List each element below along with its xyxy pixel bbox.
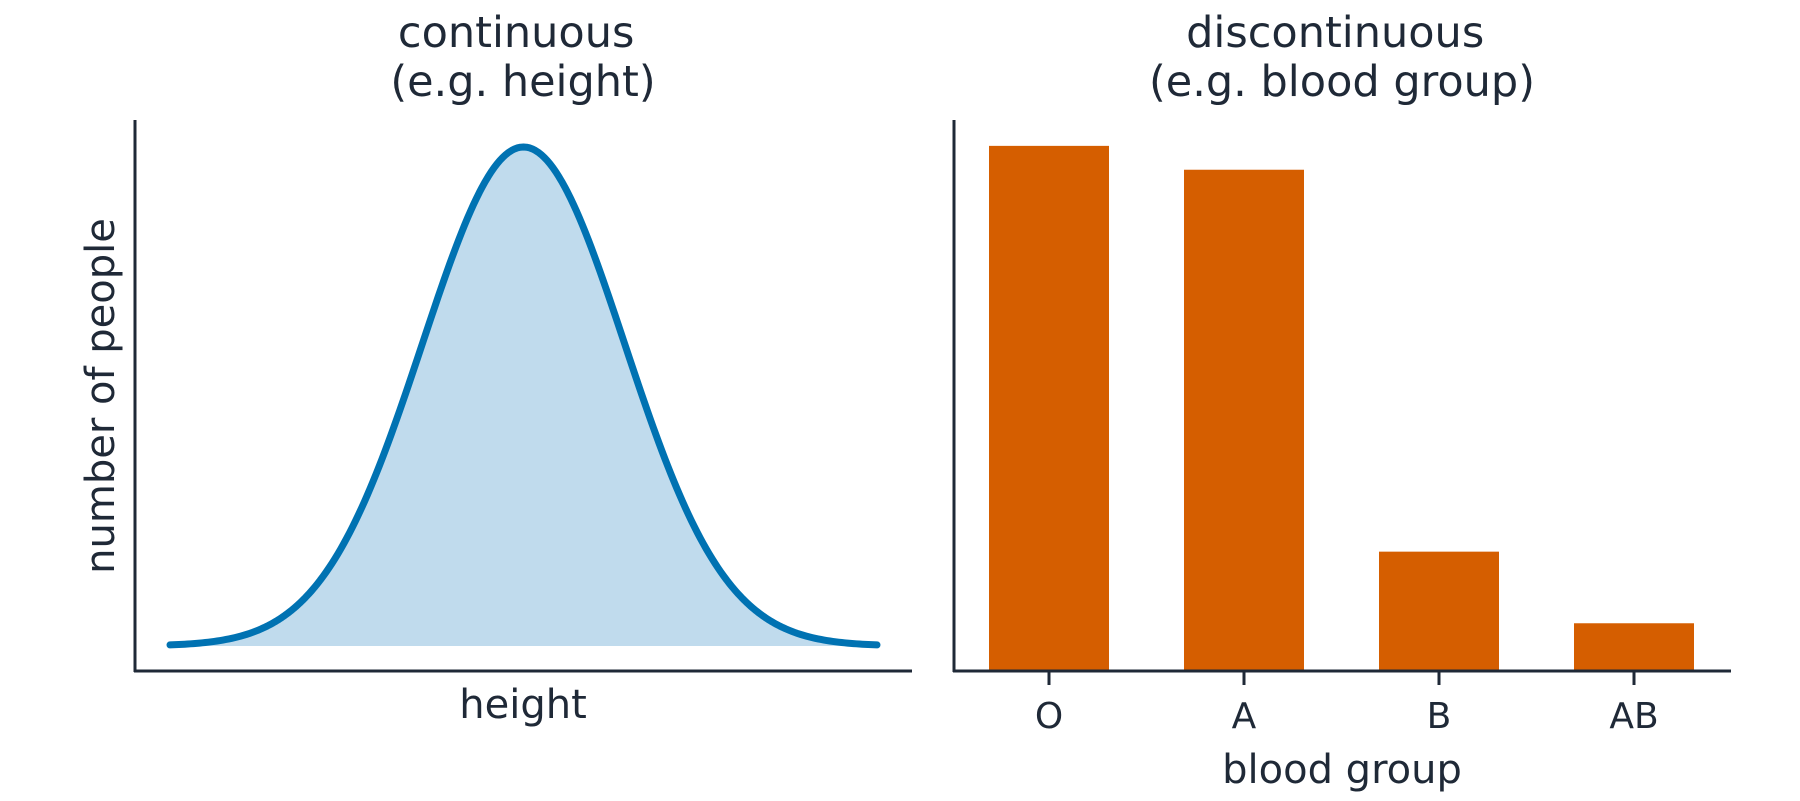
bar-series [989,145,1694,671]
distribution-fill [170,147,877,646]
continuous-x-axis-label: height [459,682,587,728]
discontinuous-x-axis-label: blood group [1222,747,1462,793]
bar-a [1184,169,1304,671]
continuous-title: continuous (e.g. height) [390,8,655,107]
discontinuous-panel: discontinuous (e.g. blood group) O A B AB b… [952,8,1731,793]
continuous-title-line-1: continuous [398,8,634,58]
continuous-title-line-2: (e.g. height) [390,57,655,107]
bar-o [989,145,1109,671]
distribution-curve [166,143,881,649]
discontinuous-title: discontinuous (e.g. blood group) [1149,8,1535,107]
continuous-y-axis-label: number of people [78,218,124,574]
discontinuous-title-line-2: (e.g. blood group) [1149,57,1535,107]
bar-b [1379,551,1499,671]
x-tick-label-b: B [1427,696,1452,737]
discontinuous-title-line-1: discontinuous [1186,8,1484,58]
bar-x-ticks: O A B AB [1035,671,1659,737]
bar-ab [1574,623,1694,671]
x-tick-label-a: A [1232,696,1257,737]
x-tick-label-ab: AB [1609,696,1658,737]
x-tick-label-o: O [1035,696,1063,737]
continuous-panel: continuous (e.g. height) height number o… [78,8,912,728]
